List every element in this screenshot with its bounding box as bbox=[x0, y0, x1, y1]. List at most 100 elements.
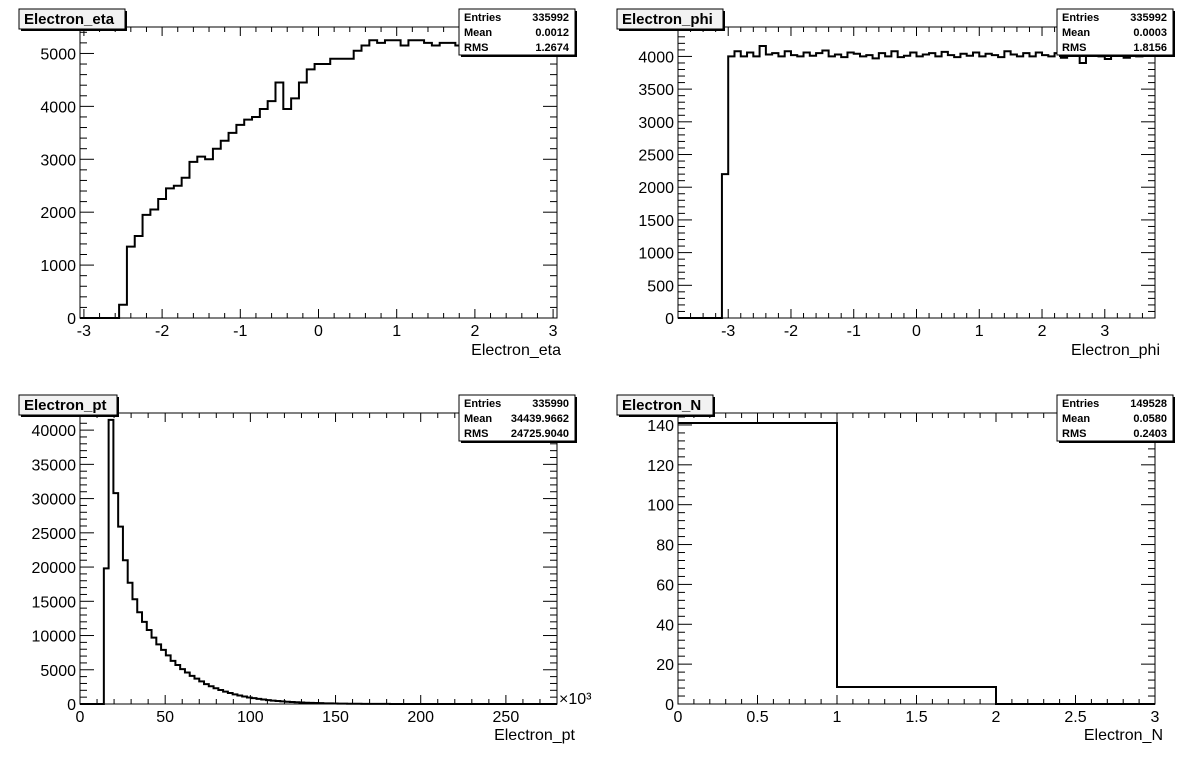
stats-entries-label: Entries bbox=[1062, 12, 1099, 24]
y-tick-label: 80 bbox=[656, 538, 674, 555]
y-tick-label: 0 bbox=[67, 697, 76, 714]
stats-rms-label: RMS bbox=[464, 428, 488, 440]
x-axis-multiplier: ×10³ bbox=[559, 691, 592, 708]
x-tick-label: 3 bbox=[1100, 323, 1109, 340]
histogram-title: Electron_pt bbox=[24, 397, 107, 414]
y-tick-label: 2000 bbox=[40, 205, 76, 222]
x-tick-label: 2 bbox=[992, 709, 1001, 726]
stats-rms-label: RMS bbox=[1062, 428, 1086, 440]
y-tick-label: 500 bbox=[647, 278, 674, 295]
histogram-title: Electron_N bbox=[622, 397, 701, 414]
x-tick-label: 3 bbox=[549, 323, 558, 340]
histogram-line bbox=[80, 33, 557, 319]
title-box bbox=[18, 394, 118, 416]
x-tick-label: 1 bbox=[833, 709, 842, 726]
stats-rms-label: RMS bbox=[464, 42, 488, 54]
histogram-line bbox=[678, 44, 1155, 319]
y-tick-label: 3500 bbox=[638, 82, 674, 99]
y-tick-label: 0 bbox=[665, 311, 674, 328]
stats-mean-value: 34439.9662 bbox=[511, 413, 569, 425]
x-tick-label: 250 bbox=[493, 709, 520, 726]
stats-rms-value: 1.2674 bbox=[535, 42, 570, 54]
y-tick-label: 140 bbox=[647, 418, 674, 435]
x-tick-label: 2.5 bbox=[1064, 709, 1086, 726]
x-axis-title: Electron_N bbox=[1084, 727, 1163, 744]
x-tick-label: 1.5 bbox=[905, 709, 927, 726]
x-tick-label: -2 bbox=[155, 323, 169, 340]
y-tick-label: 10000 bbox=[32, 629, 77, 646]
stats-entries-label: Entries bbox=[464, 398, 501, 410]
y-tick-label: 30000 bbox=[32, 492, 77, 509]
stats-mean-label: Mean bbox=[464, 27, 492, 39]
x-tick-label: 150 bbox=[322, 709, 349, 726]
histogram-line bbox=[678, 421, 1155, 705]
stats-entries-value: 335992 bbox=[532, 12, 569, 24]
stats-mean-value: 0.0003 bbox=[1133, 27, 1167, 39]
x-tick-label: 0.5 bbox=[746, 709, 768, 726]
y-tick-label: 100 bbox=[647, 498, 674, 515]
x-tick-label: 100 bbox=[237, 709, 264, 726]
stats-mean-value: 0.0012 bbox=[535, 27, 569, 39]
stats-entries-value: 149528 bbox=[1130, 398, 1167, 410]
histogram-panel-electron-pt: 0 50 100 150 200 250 0 5000 10000 15000 20000 25000… bbox=[18, 394, 592, 744]
histogram-title: Electron_eta bbox=[24, 11, 115, 28]
y-tick-label: 40 bbox=[656, 617, 674, 634]
stats-rms-value: 24725.9040 bbox=[511, 428, 569, 440]
stats-mean-label: Mean bbox=[1062, 27, 1090, 39]
x-axis-title: Electron_phi bbox=[1071, 342, 1160, 359]
y-tick-label: 120 bbox=[647, 458, 674, 475]
y-tick-label: 1000 bbox=[638, 246, 674, 263]
y-tick-label: 5000 bbox=[40, 46, 76, 63]
y-tick-label: 3000 bbox=[638, 115, 674, 132]
y-tick-label: 3000 bbox=[40, 152, 76, 169]
plot-frame bbox=[79, 26, 558, 319]
x-tick-label: 50 bbox=[156, 709, 174, 726]
x-tick-label: 2 bbox=[1038, 323, 1047, 340]
plot-frame bbox=[677, 412, 1156, 705]
x-tick-label: 2 bbox=[470, 323, 479, 340]
y-tick-label: 20 bbox=[656, 657, 674, 674]
stats-entries-label: Entries bbox=[464, 12, 501, 24]
y-tick-label: 1500 bbox=[638, 213, 674, 230]
stats-box bbox=[458, 8, 576, 56]
y-tick-label: 15000 bbox=[32, 594, 77, 611]
y-tick-label: 2500 bbox=[638, 148, 674, 165]
x-tick-label: -3 bbox=[721, 323, 735, 340]
y-tick-label: 4000 bbox=[40, 99, 76, 116]
title-box bbox=[18, 8, 126, 30]
x-tick-label: 1 bbox=[975, 323, 984, 340]
x-tick-label: 0 bbox=[314, 323, 323, 340]
x-tick-label: -1 bbox=[847, 323, 861, 340]
y-tick-label: 2000 bbox=[638, 180, 674, 197]
stats-box bbox=[1056, 8, 1174, 56]
title-box bbox=[616, 8, 724, 30]
x-axis-title: Electron_eta bbox=[471, 342, 561, 359]
x-tick-label: 1 bbox=[392, 323, 401, 340]
stats-box bbox=[1056, 394, 1174, 442]
y-tick-label: 5000 bbox=[40, 663, 76, 680]
stats-mean-label: Mean bbox=[1062, 413, 1090, 425]
x-tick-label: -3 bbox=[77, 323, 91, 340]
stats-mean-label: Mean bbox=[464, 413, 492, 425]
y-tick-label: 0 bbox=[665, 697, 674, 714]
histogram-panel-electron-eta: -3 -2 -1 0 1 2 3 0 1000 2000 3000 4000 5000 Electron_… bbox=[18, 8, 577, 359]
y-tick-label: 0 bbox=[67, 311, 76, 328]
stats-entries-value: 335992 bbox=[1130, 12, 1167, 24]
y-tick-label: 60 bbox=[656, 577, 674, 594]
x-tick-label: -1 bbox=[233, 323, 247, 340]
y-tick-label: 25000 bbox=[32, 526, 77, 543]
stats-rms-label: RMS bbox=[1062, 42, 1086, 54]
plot-frame bbox=[677, 26, 1156, 319]
x-tick-label: 3 bbox=[1151, 709, 1160, 726]
stats-mean-value: 0.0580 bbox=[1133, 413, 1167, 425]
x-tick-label: 200 bbox=[407, 709, 434, 726]
x-tick-label: 0 bbox=[674, 709, 683, 726]
stats-entries-label: Entries bbox=[1062, 398, 1099, 410]
x-axis-title: Electron_pt bbox=[494, 727, 575, 744]
histogram-line bbox=[80, 418, 557, 705]
histogram-title: Electron_phi bbox=[622, 11, 713, 28]
y-tick-label: 20000 bbox=[32, 560, 77, 577]
y-tick-label: 35000 bbox=[32, 457, 77, 474]
y-tick-label: 1000 bbox=[40, 258, 76, 275]
